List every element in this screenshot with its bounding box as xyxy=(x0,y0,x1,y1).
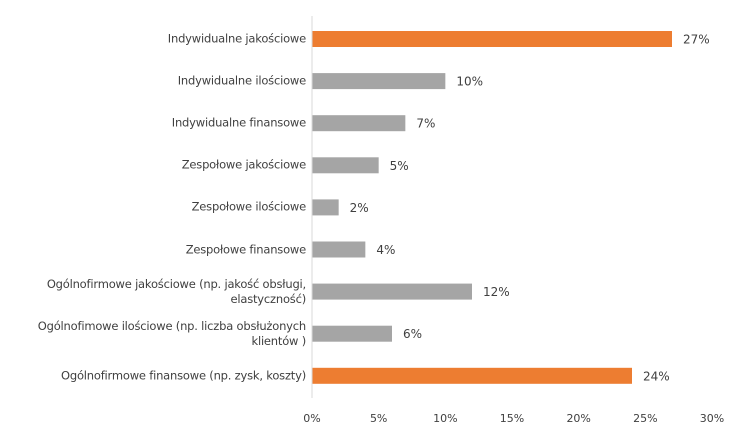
value-label-3: 7% xyxy=(416,117,435,131)
bar-7 xyxy=(312,283,472,300)
category-label-6: Zespołowe finansowe xyxy=(185,242,306,256)
x-tick-label-5: 25% xyxy=(633,412,657,425)
value-label-5: 2% xyxy=(350,201,369,215)
value-label-6: 4% xyxy=(376,243,395,257)
category-label-9: Ogólnofirmowe finansowe (np. zysk, koszt… xyxy=(61,368,306,383)
value-labels-group: 27% 10% 7% 5% 2% 4% 12% 6% 24% xyxy=(350,33,710,384)
x-tick-label-1: 5% xyxy=(370,412,387,425)
bar-6 xyxy=(312,241,366,258)
bar-3 xyxy=(312,115,406,132)
bar-8 xyxy=(312,325,392,342)
category-label-2: Indywidualne ilościowe xyxy=(177,73,306,88)
bar-1 xyxy=(312,31,672,47)
value-label-1: 27% xyxy=(683,33,710,47)
x-tick-label-2: 10% xyxy=(433,412,457,425)
value-label-8: 6% xyxy=(403,327,422,341)
bar-5 xyxy=(312,199,339,216)
bar-4 xyxy=(312,157,379,174)
x-tick-label-0: 0% xyxy=(303,412,320,425)
value-label-2: 10% xyxy=(456,75,483,89)
category-label-7: Ogólnofirmowe jakościowe (np. jakość obs… xyxy=(46,276,306,306)
x-tick-label-6: 30% xyxy=(700,412,724,425)
category-label-1: Indywidualne jakościowe xyxy=(167,31,306,46)
x-tick-label-3: 15% xyxy=(500,412,524,425)
bar-9 xyxy=(312,367,632,384)
x-tick-labels-group: 0% 5% 10% 15% 20% 25% 30% xyxy=(303,412,724,425)
x-tick-label-4: 20% xyxy=(566,412,590,425)
category-label-3: Indywidualne finansowe xyxy=(171,115,306,130)
category-label-8: Ogólnofimowe ilościowe (np. liczba obsłu… xyxy=(37,318,306,348)
value-label-7: 12% xyxy=(483,285,510,299)
category-label-5: Zespołowe ilościowe xyxy=(191,199,307,214)
value-label-4: 5% xyxy=(390,159,409,173)
value-label-9: 24% xyxy=(643,369,670,383)
category-label-4: Zespołowe jakościowe xyxy=(181,157,306,172)
bars-group xyxy=(312,31,672,384)
bar-2 xyxy=(312,73,446,90)
